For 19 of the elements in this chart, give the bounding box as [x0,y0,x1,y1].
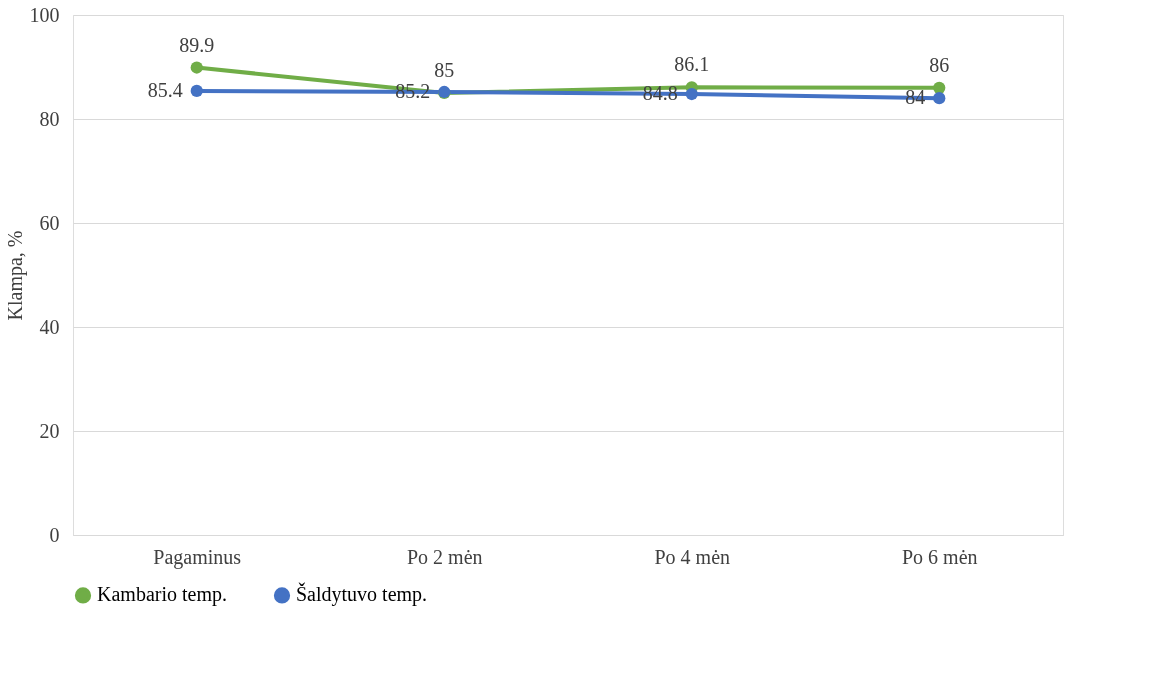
data-label: 89.9 [179,33,215,56]
data-label: 85 [434,59,455,81]
x-tick-label: Po 6 mėn [901,545,978,568]
y-tick-label: 20 [39,419,60,442]
legend-label: Šaldytuvo temp. [296,582,428,607]
x-tick-label: Pagaminus [153,545,242,569]
data-label: 85.4 [147,78,183,101]
y-axis-title: Klampa, % [3,230,27,321]
x-tick-label: Po 4 mėn [654,545,731,568]
y-tick-label: 0 [49,523,60,546]
y-tick-label: 40 [39,315,60,338]
y-tick-label: 80 [39,107,60,130]
data-label: 86.1 [674,53,710,76]
y-tick-label: 60 [39,211,60,234]
data-label: 86 [929,53,950,76]
data-label: 85.2 [395,79,431,102]
legend-label: Kambario temp. [97,583,227,607]
x-tick-label: Po 2 mėn [406,545,483,568]
y-tick-label: 100 [29,3,60,26]
